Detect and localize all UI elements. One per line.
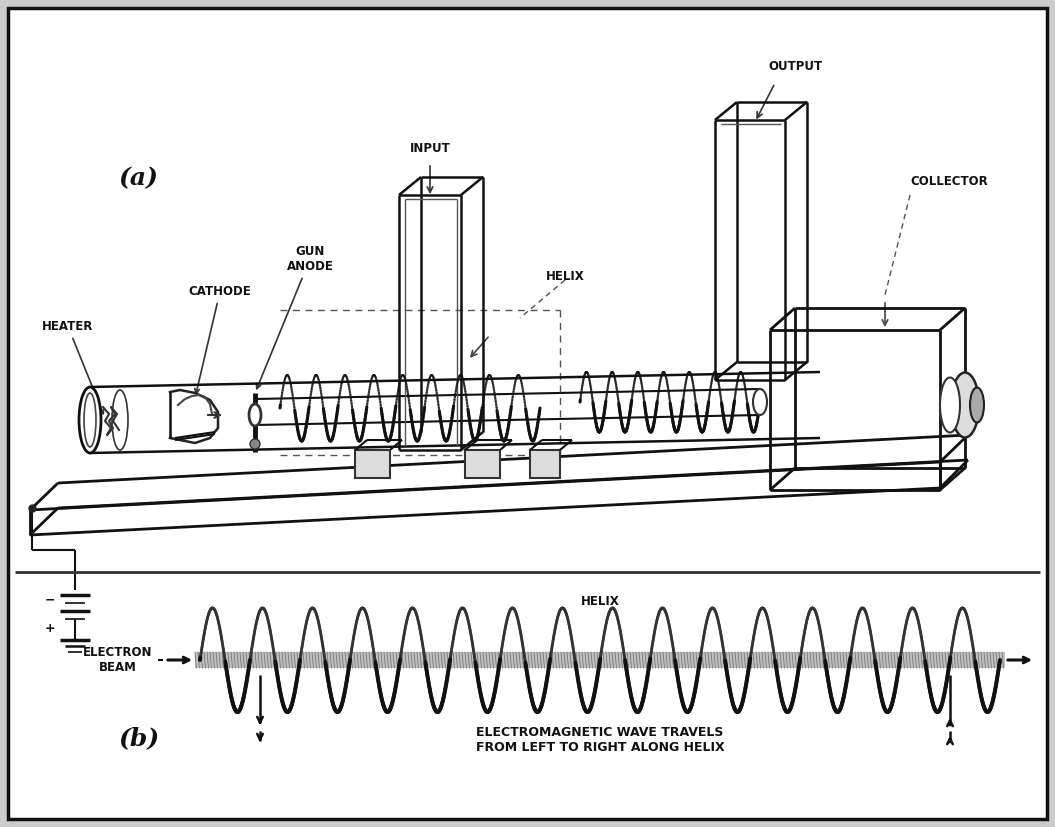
Ellipse shape (79, 387, 101, 453)
Polygon shape (530, 450, 560, 478)
Text: GUN
ANODE: GUN ANODE (256, 245, 333, 389)
Polygon shape (354, 450, 390, 478)
Text: (b): (b) (118, 726, 159, 750)
Ellipse shape (112, 390, 128, 450)
Ellipse shape (249, 404, 261, 426)
Text: HELIX: HELIX (545, 270, 584, 283)
Text: −: − (44, 594, 55, 607)
Text: ELECTROMAGNETIC WAVE TRAVELS
FROM LEFT TO RIGHT ALONG HELIX: ELECTROMAGNETIC WAVE TRAVELS FROM LEFT T… (476, 726, 725, 754)
Polygon shape (465, 450, 500, 478)
Text: HEATER: HEATER (42, 320, 103, 414)
Text: +: + (44, 622, 55, 635)
FancyBboxPatch shape (8, 8, 1047, 819)
Text: HELIX: HELIX (580, 595, 619, 608)
Ellipse shape (970, 388, 984, 423)
Ellipse shape (951, 372, 979, 437)
Text: ELECTRON
BEAM: ELECTRON BEAM (83, 646, 153, 674)
Ellipse shape (753, 389, 767, 415)
Ellipse shape (250, 439, 260, 449)
Bar (195, 652, 1005, 668)
Text: (a): (a) (118, 166, 158, 190)
Ellipse shape (940, 377, 960, 433)
Text: OUTPUT: OUTPUT (768, 60, 822, 73)
Text: CATHODE: CATHODE (189, 285, 251, 394)
Text: INPUT: INPUT (409, 142, 450, 155)
Text: COLLECTOR: COLLECTOR (910, 175, 987, 188)
